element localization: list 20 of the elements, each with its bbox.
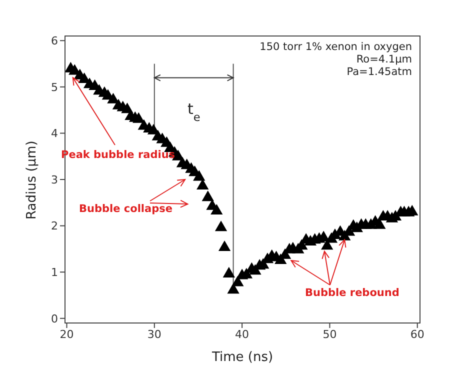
annotation: Bubble rebound (305, 287, 400, 299)
y-tick-label: 3 (51, 173, 58, 186)
annotation: Ro=4.1μm (356, 54, 412, 66)
annotation: 150 torr 1% xenon in oxygen (260, 41, 412, 53)
y-tick-label: 5 (51, 80, 58, 94)
y-tick-label: 2 (51, 220, 58, 233)
y-tick-label: 4 (51, 127, 58, 140)
x-axis-title: Time (ns) (210, 350, 274, 365)
annotation: Pa=1.45atm (346, 66, 412, 78)
x-tick-label: 40 (235, 328, 250, 341)
y-tick-label: 6 (51, 34, 58, 48)
x-tick-label: 20 (60, 328, 74, 341)
ref-line-label: t$_{e}$ (187, 100, 200, 124)
x-tick-label: 30 (147, 328, 162, 341)
y-tick-label: 0 (51, 312, 58, 326)
annotation: Bubble collapse (79, 203, 172, 215)
x-tick-label: 50 (322, 328, 337, 341)
y-tick-label: 1 (51, 266, 58, 279)
y-axis-title: Radius (μm) (24, 140, 40, 220)
x-tick-label: 60 (410, 328, 424, 341)
